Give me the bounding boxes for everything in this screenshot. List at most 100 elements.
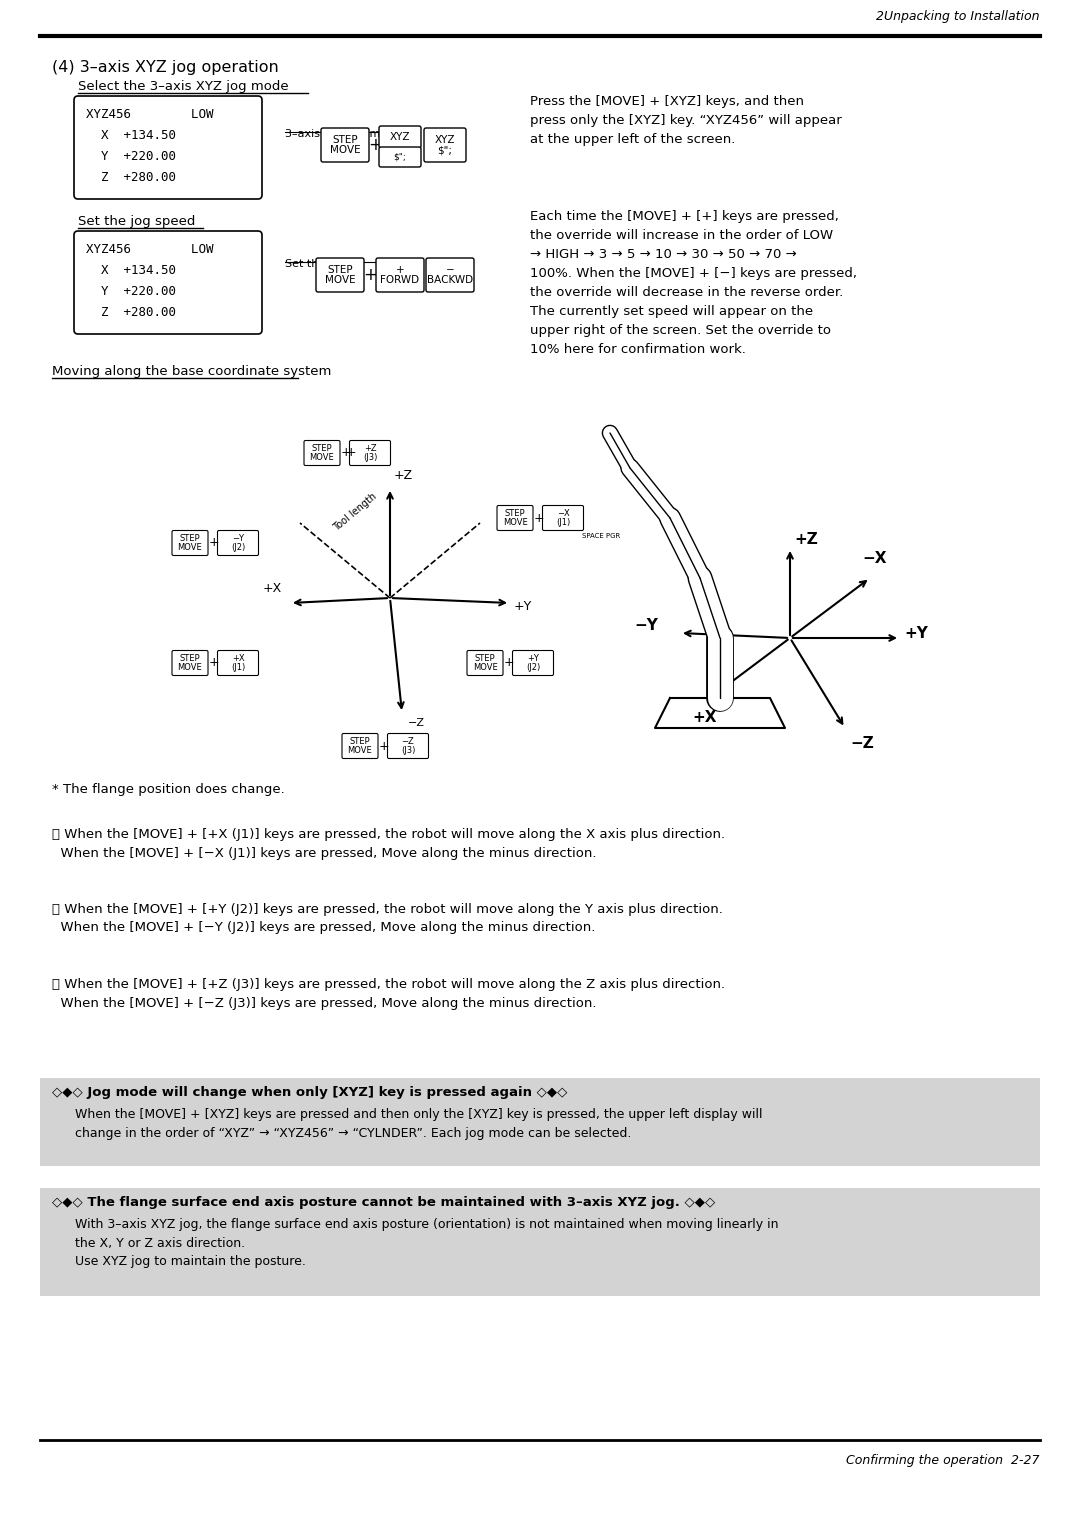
Text: SPACE PGR: SPACE PGR	[582, 533, 620, 539]
Text: +Z: +Z	[364, 443, 376, 452]
Text: +Z: +Z	[394, 469, 414, 481]
Text: Y  +220.00: Y +220.00	[86, 150, 176, 163]
Text: +: +	[341, 446, 352, 460]
Text: +: +	[504, 657, 515, 669]
Text: 3–axis XYZ jog mode: 3–axis XYZ jog mode	[285, 128, 401, 139]
FancyBboxPatch shape	[379, 147, 421, 167]
FancyBboxPatch shape	[379, 125, 421, 148]
Text: (J2): (J2)	[526, 663, 540, 672]
FancyBboxPatch shape	[497, 506, 534, 530]
FancyBboxPatch shape	[388, 733, 429, 758]
Text: −Z: −Z	[408, 718, 426, 727]
Text: (4) 3–axis XYZ jog operation: (4) 3–axis XYZ jog operation	[52, 60, 279, 75]
Text: +: +	[368, 136, 382, 154]
Text: ・ When the [MOVE] + [+Y (J2)] keys are pressed, the robot will move along the Y : ・ When the [MOVE] + [+Y (J2)] keys are p…	[52, 903, 723, 935]
Text: ・ When the [MOVE] + [+X (J1)] keys are pressed, the robot will move along the X : ・ When the [MOVE] + [+X (J1)] keys are p…	[52, 828, 725, 859]
Text: X  +134.50: X +134.50	[86, 264, 176, 277]
FancyBboxPatch shape	[40, 1077, 1040, 1166]
FancyBboxPatch shape	[172, 530, 208, 556]
FancyBboxPatch shape	[342, 733, 378, 758]
Text: FORWD: FORWD	[380, 275, 419, 286]
Text: (J2): (J2)	[231, 544, 245, 552]
Text: MOVE: MOVE	[310, 454, 335, 463]
FancyBboxPatch shape	[75, 231, 262, 335]
Text: STEP: STEP	[333, 134, 357, 145]
FancyBboxPatch shape	[40, 1187, 1040, 1296]
FancyBboxPatch shape	[217, 651, 258, 675]
Text: XYZ456        LOW: XYZ456 LOW	[86, 243, 214, 257]
Text: Each time the [MOVE] + [+] keys are pressed,
the override will increase in the o: Each time the [MOVE] + [+] keys are pres…	[530, 209, 858, 356]
Text: ◇◆◇ Jog mode will change when only [XYZ] key is pressed again ◇◆◇: ◇◆◇ Jog mode will change when only [XYZ]…	[52, 1086, 567, 1099]
Text: Z  +280.00: Z +280.00	[86, 306, 176, 319]
Text: MOVE: MOVE	[177, 544, 202, 552]
Text: Y  +220.00: Y +220.00	[86, 286, 176, 298]
Text: MOVE: MOVE	[348, 746, 373, 755]
Text: −: −	[446, 264, 455, 275]
Text: Moving along the base coordinate system: Moving along the base coordinate system	[52, 365, 332, 377]
FancyBboxPatch shape	[75, 96, 262, 199]
Text: MOVE: MOVE	[473, 663, 498, 672]
Text: +X: +X	[232, 654, 244, 663]
Text: MOVE: MOVE	[502, 518, 527, 527]
Text: STEP: STEP	[179, 654, 200, 663]
FancyBboxPatch shape	[316, 258, 364, 292]
FancyBboxPatch shape	[303, 440, 340, 466]
Text: STEP: STEP	[475, 654, 496, 663]
Text: Tool length: Tool length	[332, 490, 379, 533]
Text: MOVE: MOVE	[329, 145, 361, 156]
FancyBboxPatch shape	[513, 651, 554, 675]
Text: +: +	[534, 512, 544, 524]
Text: STEP: STEP	[179, 533, 200, 542]
Text: (J1): (J1)	[556, 518, 570, 527]
Text: +X: +X	[262, 582, 282, 594]
FancyBboxPatch shape	[426, 258, 474, 292]
Text: With 3–axis XYZ jog, the flange surface end axis posture (orientation) is not ma: With 3–axis XYZ jog, the flange surface …	[75, 1218, 779, 1268]
Text: (J3): (J3)	[401, 746, 415, 755]
Text: +: +	[346, 446, 356, 460]
Text: −Y: −Y	[634, 619, 658, 634]
Text: (J3): (J3)	[363, 454, 377, 463]
Text: Select the 3–axis XYZ jog mode: Select the 3–axis XYZ jog mode	[78, 79, 288, 93]
Text: −X: −X	[863, 552, 888, 565]
FancyBboxPatch shape	[376, 258, 424, 292]
Text: Confirming the operation  2-27: Confirming the operation 2-27	[847, 1455, 1040, 1467]
Text: When the [MOVE] + [XYZ] keys are pressed and then only the [XYZ] key is pressed,: When the [MOVE] + [XYZ] keys are pressed…	[75, 1108, 762, 1140]
Text: +X: +X	[692, 711, 717, 724]
Text: MOVE: MOVE	[325, 275, 355, 286]
FancyBboxPatch shape	[350, 440, 391, 466]
Text: +Y: +Y	[904, 626, 928, 642]
FancyBboxPatch shape	[424, 128, 465, 162]
Text: 2Unpacking to Installation: 2Unpacking to Installation	[877, 11, 1040, 23]
Text: Press the [MOVE] + [XYZ] keys, and then
press only the [XYZ] key. “XYZ456” will : Press the [MOVE] + [XYZ] keys, and then …	[530, 95, 841, 147]
Text: $";: $";	[393, 153, 406, 162]
Text: +: +	[379, 740, 390, 752]
Text: +: +	[210, 657, 219, 669]
Text: XYZ456        LOW: XYZ456 LOW	[86, 108, 214, 121]
Text: STEP: STEP	[312, 443, 333, 452]
Text: MOVE: MOVE	[177, 663, 202, 672]
Text: +: +	[210, 536, 219, 550]
Text: −X: −X	[556, 509, 569, 518]
Text: +: +	[363, 266, 377, 284]
Text: +Y: +Y	[514, 599, 532, 613]
Text: +Y: +Y	[527, 654, 539, 663]
Text: (J1): (J1)	[231, 663, 245, 672]
Text: X  +134.50: X +134.50	[86, 128, 176, 142]
FancyBboxPatch shape	[217, 530, 258, 556]
Text: ◇◆◇ The flange surface end axis posture cannot be maintained with 3–axis XYZ jog: ◇◆◇ The flange surface end axis posture …	[52, 1196, 715, 1209]
Text: XYZ: XYZ	[390, 131, 410, 142]
Text: +: +	[395, 264, 404, 275]
Text: Z  +280.00: Z +280.00	[86, 171, 176, 185]
Text: −Z: −Z	[850, 736, 874, 750]
Text: Set the soeed: Set the soeed	[285, 260, 362, 269]
Text: −Y: −Y	[232, 533, 244, 542]
Text: ・ When the [MOVE] + [+Z (J3)] keys are pressed, the robot will move along the Z : ・ When the [MOVE] + [+Z (J3)] keys are p…	[52, 978, 725, 1010]
Text: Set the jog speed: Set the jog speed	[78, 215, 195, 228]
FancyBboxPatch shape	[172, 651, 208, 675]
Text: * The flange position does change.: * The flange position does change.	[52, 782, 285, 796]
FancyBboxPatch shape	[467, 651, 503, 675]
Text: −Z: −Z	[402, 736, 415, 746]
Text: BACKWD: BACKWD	[427, 275, 473, 286]
Text: STEP: STEP	[504, 509, 525, 518]
Text: XYZ: XYZ	[435, 134, 456, 145]
